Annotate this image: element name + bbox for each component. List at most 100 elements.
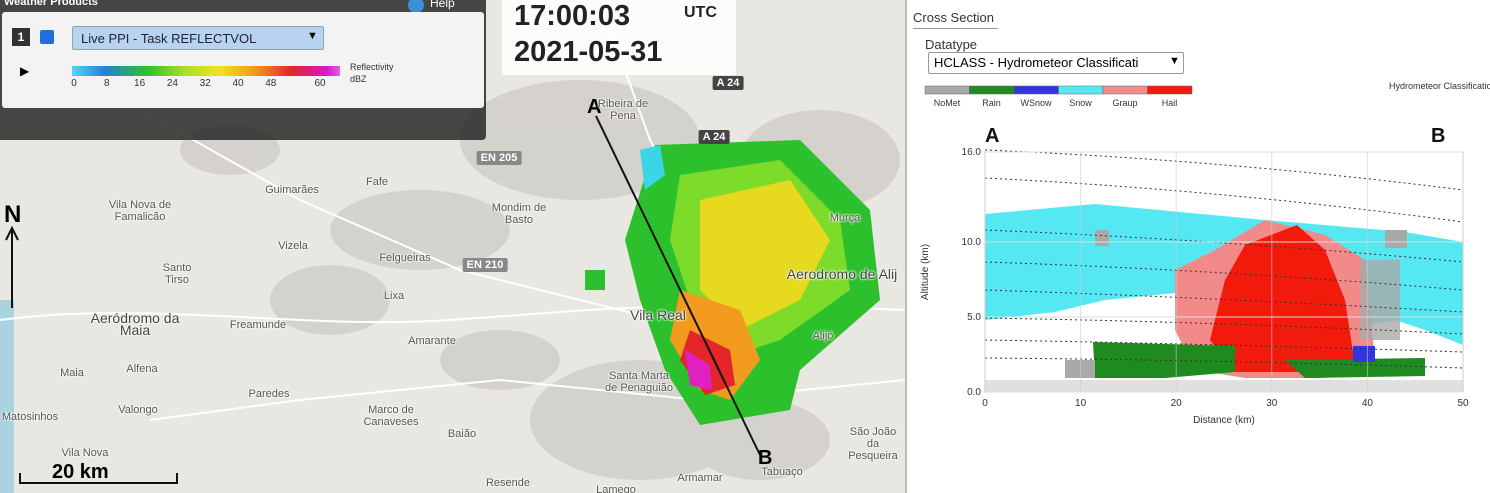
datatype-label: Datatype — [925, 37, 978, 52]
colorbar-tick-label: 24 — [166, 78, 178, 89]
place-label: Amarante — [408, 335, 456, 347]
panel-title: Weather Products — [4, 0, 98, 8]
layer-number: 1 — [12, 28, 30, 46]
place-label: Aeródromo da Maia — [90, 310, 180, 338]
place-label: Fafe — [365, 176, 388, 188]
place-label: Aerodromo de Alij — [786, 266, 898, 282]
place-label: Felgueiras — [379, 252, 431, 264]
place-label: Marco de Canaveses — [363, 404, 419, 428]
legend-swatch — [969, 85, 1015, 95]
place-label: Paredes — [248, 388, 290, 400]
place-label: Guimarães — [265, 184, 319, 196]
place-label: São João da Pesqueira — [848, 426, 898, 462]
colorbar-tick-label: 0 — [71, 78, 77, 89]
timestamp-box: 17:00:03 UTC 2021-05-31 — [502, 0, 736, 75]
scale-label: 20 km — [52, 461, 109, 483]
cross-section-chart: A B Hydrometeor Classification Altitude … — [920, 81, 1490, 426]
x-tick-label: 50 — [1457, 398, 1469, 409]
legend-swatch — [1102, 85, 1148, 95]
legend-swatch — [1058, 85, 1104, 95]
radar-echo — [585, 140, 880, 425]
play-button[interactable]: ▶ — [20, 64, 30, 78]
x-tick-label: 20 — [1171, 398, 1183, 409]
plot-image — [985, 204, 1463, 392]
legend-swatch — [1147, 85, 1193, 95]
x-axis-label: Distance (km) — [1193, 415, 1255, 426]
legend-label: WSnow — [1020, 98, 1052, 108]
colorbar-tick-label: 40 — [232, 78, 244, 89]
legend-label: Graup — [1112, 98, 1137, 108]
legend-title: Hydrometeor Classification — [1389, 81, 1490, 91]
layer-row: 1 Live PPI - Task REFLECTVOL ▼ ▶ 0 8 16 24 3… — [2, 12, 484, 108]
legend-swatch — [1013, 85, 1059, 95]
place-label: Lixa — [383, 290, 405, 302]
date: 2021-05-31 — [514, 36, 663, 68]
layer-checkbox[interactable] — [40, 30, 54, 44]
road-shield: A 24 — [712, 76, 744, 90]
scale-bar — [19, 473, 178, 484]
help-icon[interactable] — [408, 0, 424, 13]
sea — [0, 300, 14, 493]
dropdown-arrow: ▼ — [1169, 55, 1180, 67]
place-label: Valongo — [118, 404, 158, 416]
colorbar-tick-label: 32 — [199, 78, 211, 89]
road-shield: A 24 — [698, 130, 730, 144]
place-label: Vila Real — [630, 307, 686, 323]
y-tick-label: 16.0 — [962, 147, 982, 158]
reflectivity-colorbar — [72, 66, 340, 76]
legend-label: NoMet — [934, 98, 961, 108]
y-tick-label: 0.0 — [967, 387, 981, 398]
legend-unit: dBZ — [350, 74, 367, 84]
colorbar-tick-label: 60 — [314, 78, 326, 89]
place-label: Baião — [447, 428, 477, 440]
datatype-select[interactable]: HCLASS - Hydrometeor Classificati — [928, 52, 1184, 74]
beam-lines — [984, 149, 1464, 369]
x-tick-label: 30 — [1266, 398, 1278, 409]
legend-swatch — [924, 85, 970, 95]
place-label: Resende — [485, 477, 531, 489]
place-label: Santa Marta de Penaguião — [605, 370, 673, 394]
help-link[interactable]: Help — [430, 0, 455, 10]
place-label: Vila Nova de Famalicão — [108, 199, 172, 223]
place-label: Ribeira de Pena — [597, 98, 649, 122]
place-label: Santo Tirso — [162, 262, 192, 286]
layer-select[interactable]: Live PPI - Task REFLECTVOL — [72, 26, 324, 50]
road-shield: EN 210 — [462, 258, 508, 272]
y-axis-label: Altitude (km) — [920, 244, 931, 300]
x-tick-label: 40 — [1362, 398, 1374, 409]
place-label: Alfena — [126, 363, 158, 375]
legend-label: Rain — [982, 98, 1001, 108]
north-label: N — [4, 201, 21, 228]
legend-label: Snow — [1069, 98, 1092, 108]
colorbar-tick-label: 8 — [104, 78, 110, 89]
place-label: Matosinhos — [1, 411, 59, 423]
colorbar-tick-label: 48 — [265, 78, 277, 89]
section-line — [595, 115, 761, 456]
panel-tab[interactable]: Cross Section — [913, 10, 998, 29]
place-label: Freamunde — [229, 319, 287, 331]
place-label: Vila Nova — [61, 447, 109, 459]
legend-title: Reflectivity — [350, 62, 394, 72]
y-tick-label: 5.0 — [967, 312, 981, 323]
x-tick-label: 10 — [1075, 398, 1087, 409]
colorbar-tick-label: 16 — [134, 78, 146, 89]
place-label: Murça — [829, 212, 861, 224]
legend-label: Hail — [1162, 98, 1178, 108]
place-label: Maia — [60, 367, 84, 379]
section-start: A — [985, 125, 999, 147]
north-arrow-head — [5, 225, 19, 241]
dropdown-arrow: ▼ — [307, 30, 318, 42]
place-label: Tabuaço — [761, 466, 803, 478]
section-start: A — [587, 96, 601, 118]
x-tick-label: 0 — [982, 398, 988, 409]
weather-products-panel: Weather Products Help 1 Live PPI - Task … — [0, 0, 486, 140]
place-label: Vizela — [278, 240, 308, 252]
road-shield: EN 205 — [476, 151, 522, 165]
y-tick-label: 10.0 — [962, 237, 982, 248]
time-zone: UTC — [684, 4, 717, 21]
place-label: Armamar — [677, 472, 723, 484]
place-label: Lamego — [596, 484, 636, 493]
place-label: Alijó — [812, 330, 834, 342]
section-end: B — [758, 447, 772, 469]
